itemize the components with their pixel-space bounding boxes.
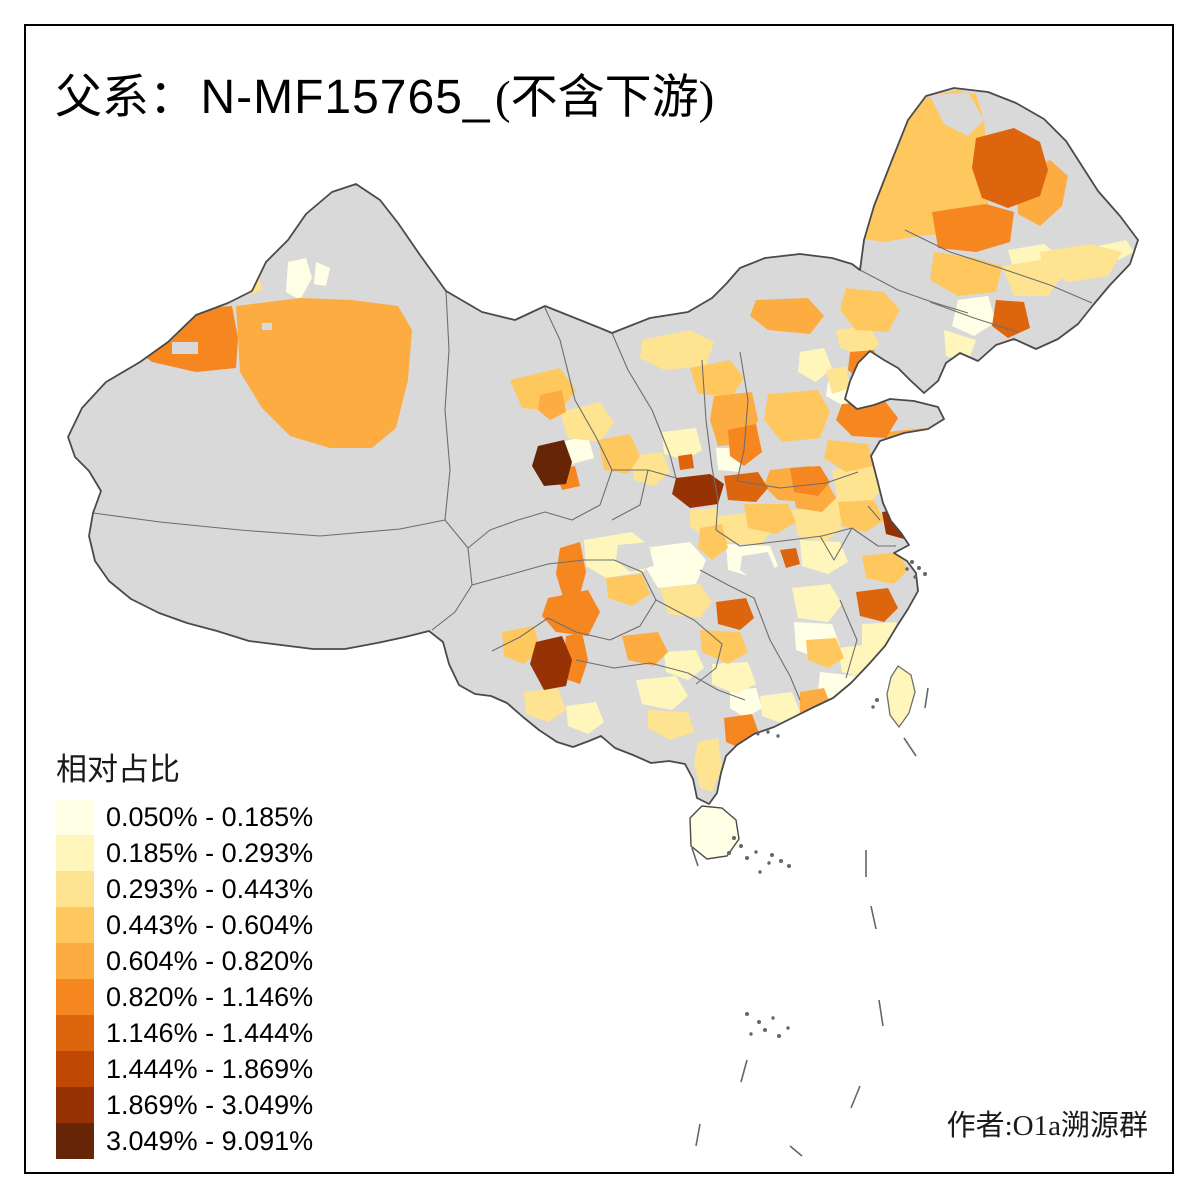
legend-range-label: 3.049% - 9.091%: [106, 1125, 314, 1156]
legend-range-label: 1.444% - 1.869%: [106, 1053, 314, 1084]
legend-range-label: 0.185% - 0.293%: [106, 837, 314, 868]
legend-range-label: 0.820% - 1.146%: [106, 981, 314, 1012]
legend-range-label: 0.293% - 0.443%: [106, 873, 314, 904]
legend-color-swatch: [56, 835, 94, 871]
title-haplogroup: N-MF15765_: [200, 71, 491, 124]
map-title: 父系： N-MF15765_ (不含下游): [55, 58, 714, 127]
no-data-overlays: [172, 92, 984, 582]
prefecture-patches: [128, 90, 1134, 792]
title-suffix: (不含下游): [495, 72, 715, 124]
legend-color-swatch: [56, 871, 94, 907]
legend-range-label: 0.604% - 0.820%: [106, 945, 314, 976]
legend-item: 3.049% - 9.091%: [56, 1123, 313, 1159]
title-prefix: 父系：: [55, 72, 196, 124]
hainan-island: [689, 805, 740, 860]
legend-range-label: 1.146% - 1.444%: [106, 1017, 314, 1048]
small-islands: [727, 560, 927, 1038]
prefectures-class-5: [128, 204, 1014, 750]
legend-item: 0.050% - 0.185%: [56, 799, 313, 835]
legend: 相对占比 0.050% - 0.185% 0.185% - 0.293% 0.2…: [56, 744, 313, 1159]
legend-range-label: 0.050% - 0.185%: [106, 801, 314, 832]
legend-item: 1.869% - 3.049%: [56, 1087, 313, 1123]
legend-color-swatch: [56, 979, 94, 1015]
national-boundary: [67, 87, 1139, 805]
legend-color-swatch: [56, 943, 94, 979]
legend-item: 0.604% - 0.820%: [56, 943, 313, 979]
legend-color-swatch: [56, 907, 94, 943]
legend-item: 1.444% - 1.869%: [56, 1051, 313, 1087]
legend-item: 1.146% - 1.444%: [56, 1015, 313, 1051]
legend-color-swatch: [56, 1015, 94, 1051]
taiwan-island: [886, 665, 916, 729]
legend-item: 0.293% - 0.443%: [56, 871, 313, 907]
legend-color-swatch: [56, 1123, 94, 1159]
legend-item: 0.443% - 0.604%: [56, 907, 313, 943]
legend-color-swatch: [56, 1051, 94, 1087]
legend-color-swatch: [56, 799, 94, 835]
legend-color-swatch: [56, 1087, 94, 1123]
sea-dash-lines: [691, 687, 929, 1157]
legend-range-label: 1.869% - 3.049%: [106, 1089, 314, 1120]
legend-item: 0.185% - 0.293%: [56, 835, 313, 871]
prefectures-class-6: [678, 128, 1048, 630]
legend-item: 0.820% - 1.146%: [56, 979, 313, 1015]
legend-range-label: 0.443% - 0.604%: [106, 909, 314, 940]
attribution: 作者:O1a溯源群: [946, 1110, 1148, 1142]
prefectures-class-9: [532, 440, 572, 486]
legend-title: 相对占比: [56, 752, 180, 787]
province-borders: [92, 229, 1093, 701]
legend-items: 0.050% - 0.185% 0.185% - 0.293% 0.293% -…: [56, 799, 313, 1159]
